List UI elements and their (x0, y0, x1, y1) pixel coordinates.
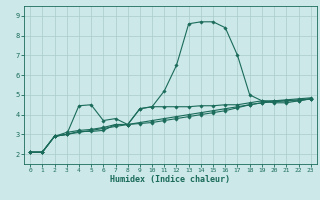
X-axis label: Humidex (Indice chaleur): Humidex (Indice chaleur) (110, 175, 230, 184)
